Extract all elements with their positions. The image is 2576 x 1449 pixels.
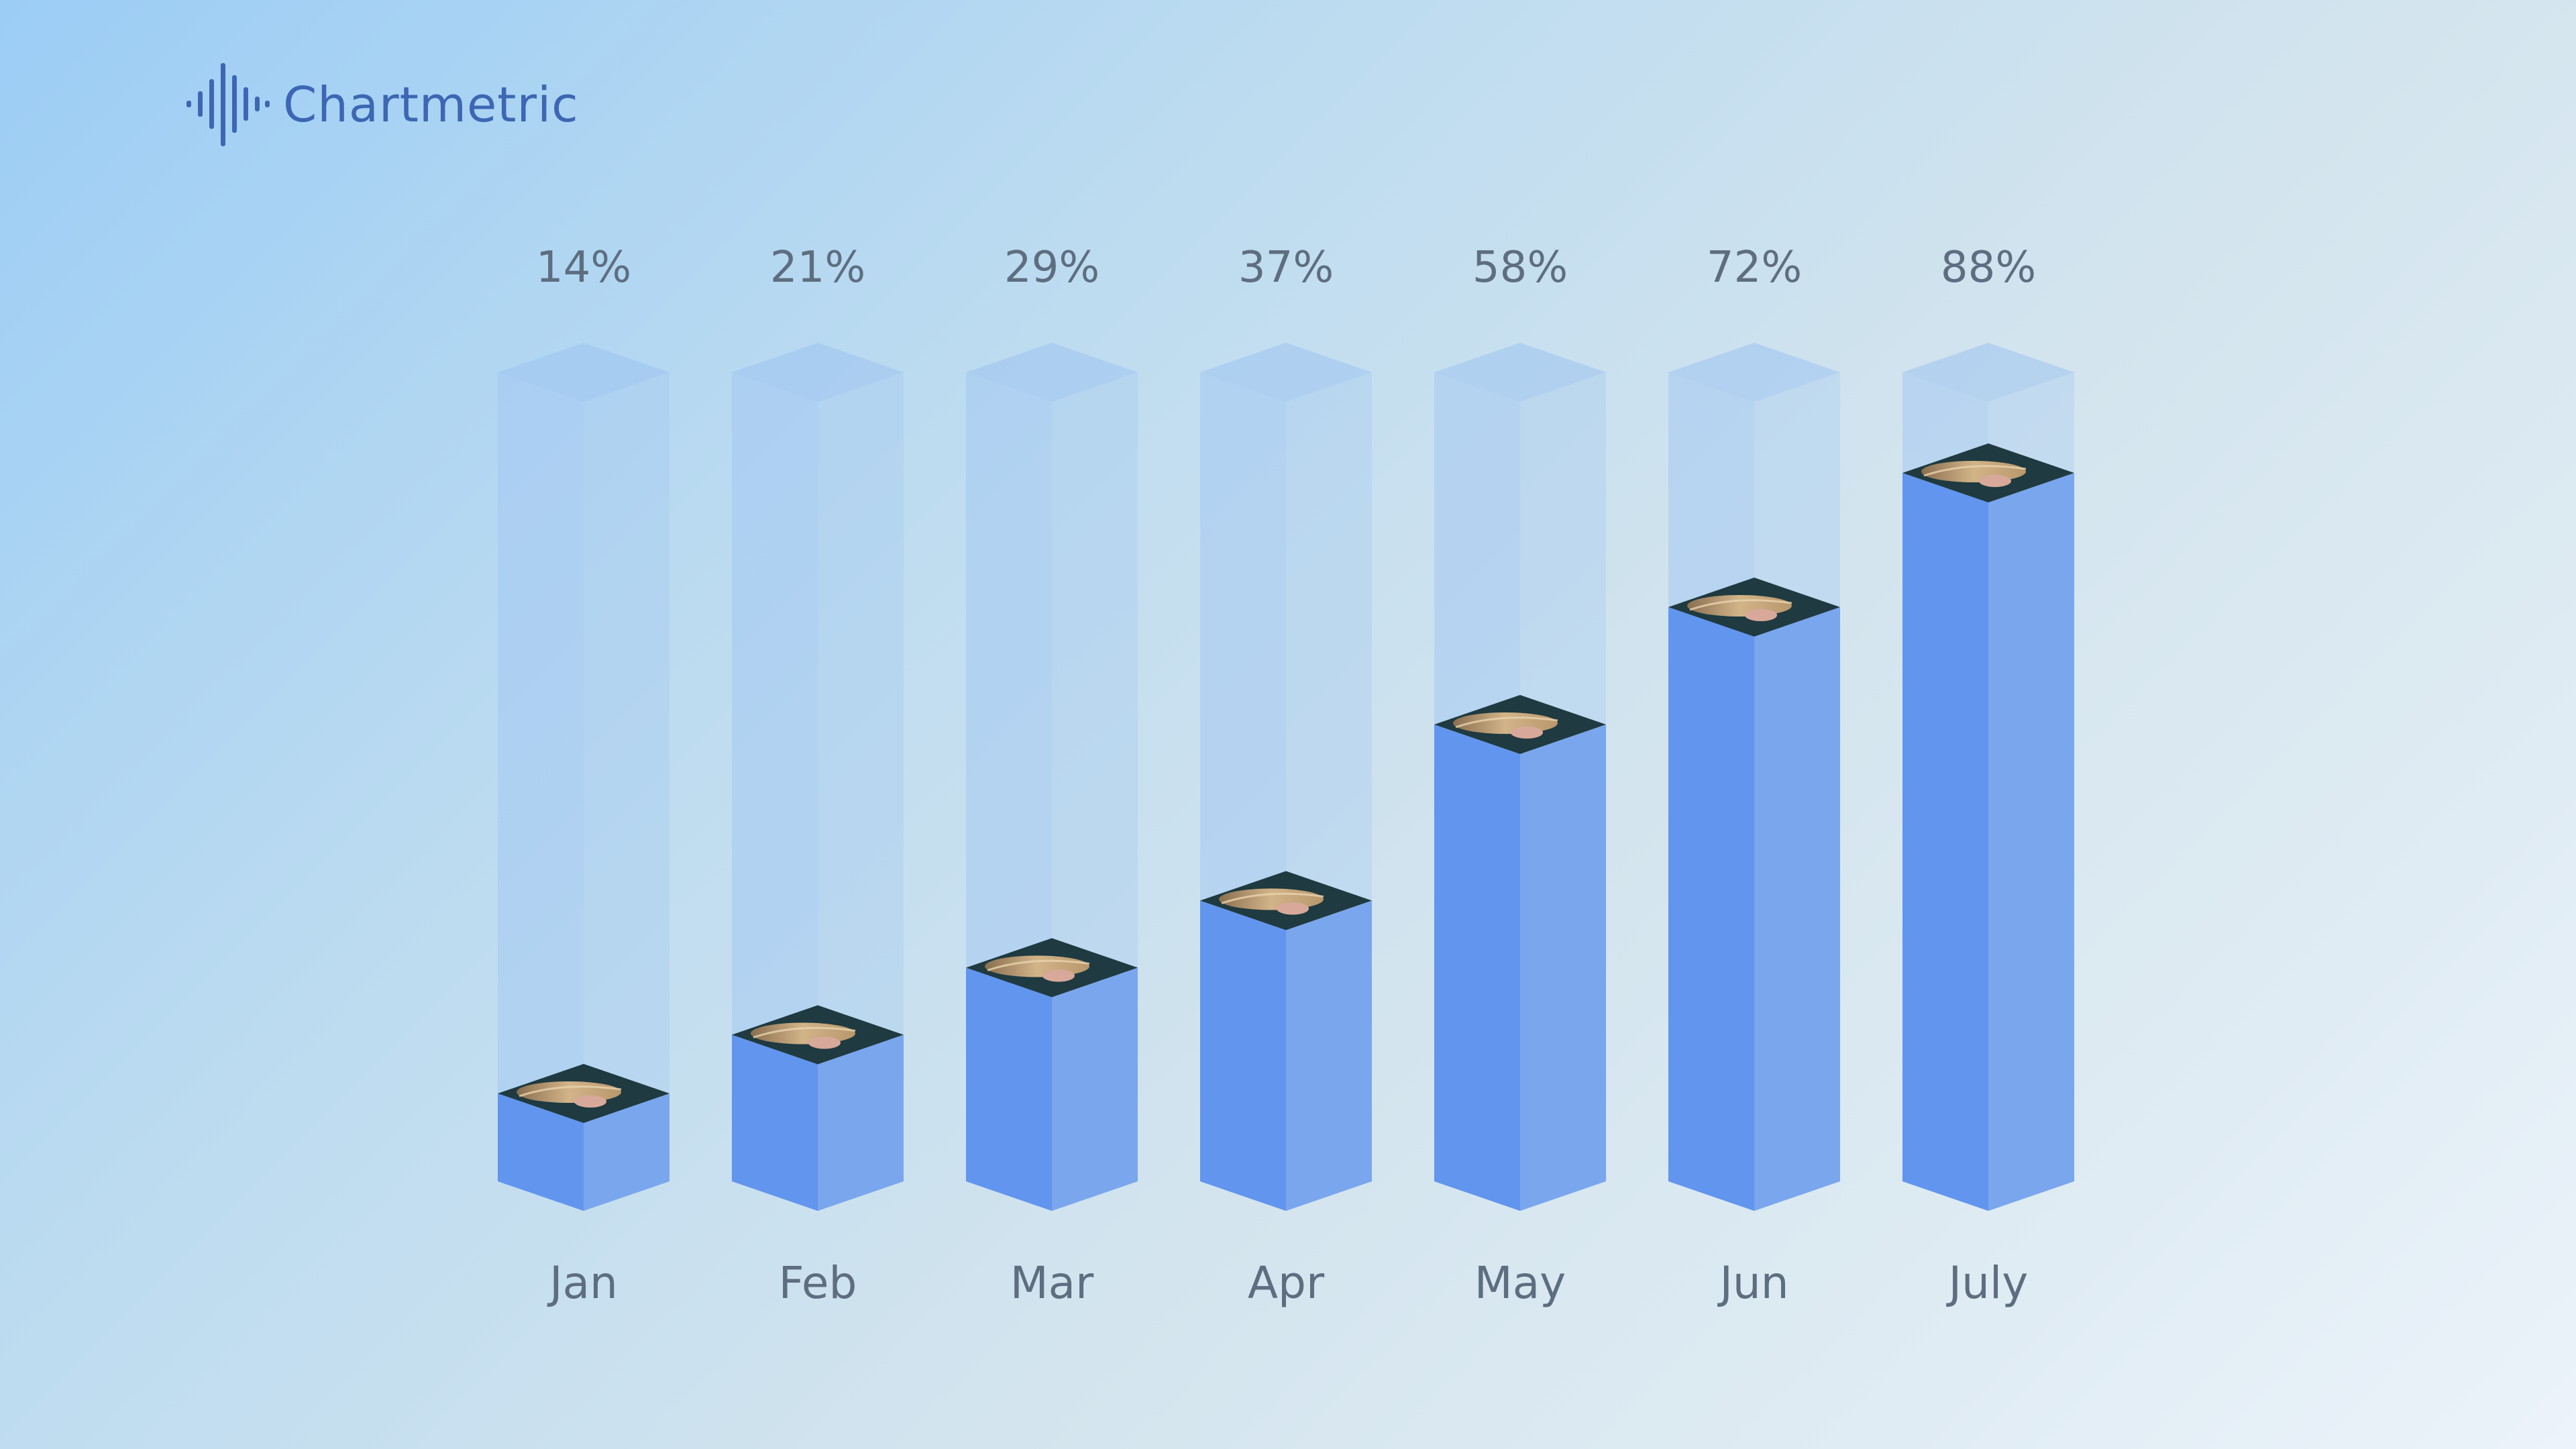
bar-group: 21% Feb [732, 243, 904, 1309]
bar-track-top [1200, 343, 1372, 402]
x-tick-label: May [1474, 1257, 1566, 1309]
brand-name: Chartmetric [283, 76, 579, 133]
bar-value-label: 14% [536, 243, 631, 292]
bar-group: 58% May [1434, 243, 1606, 1309]
bar-track-left-face [498, 372, 584, 1211]
bar-group: 14% Jan [498, 243, 669, 1309]
artist-photo [732, 1005, 904, 1065]
bar-track-top [1902, 343, 2074, 402]
bar [1434, 724, 1520, 1211]
x-tick-label: July [1946, 1257, 2029, 1309]
bar [1668, 607, 1754, 1211]
artist-photo [498, 1064, 669, 1123]
bar [966, 967, 1052, 1211]
x-tick-label: Feb [779, 1257, 857, 1309]
bar-track-top [966, 343, 1138, 402]
bar-group: 29% Mar [966, 243, 1138, 1309]
bar-group: 88% July [1902, 243, 2074, 1309]
bar-value-label: 88% [1941, 243, 2036, 292]
bar [1200, 900, 1286, 1211]
bar-track-top [1434, 343, 1606, 402]
bar-side [1754, 607, 1840, 1211]
artist-photo [1434, 695, 1606, 754]
bar-track-top [498, 343, 669, 402]
bar-track-right-face [584, 372, 669, 1211]
artist-photo [1668, 578, 1840, 637]
bar-group: 37% Apr [1200, 243, 1372, 1309]
bar-side [1520, 724, 1606, 1211]
bar-side [818, 1034, 904, 1211]
x-tick-label: Mar [1010, 1257, 1094, 1309]
bar-side [584, 1093, 669, 1211]
bar-value-label: 29% [1004, 243, 1099, 292]
bar [732, 1034, 818, 1211]
waveform-logo-icon [186, 63, 270, 146]
bar-track-right-face [818, 372, 904, 1211]
bar-value-label: 58% [1472, 243, 1568, 292]
x-tick-label: Jan [547, 1257, 618, 1309]
bar-side [1052, 967, 1138, 1211]
bar-side [1988, 473, 2074, 1211]
bar-group: 72% Jun [1668, 243, 1840, 1309]
bar [1902, 473, 1988, 1211]
bar-track-top [1668, 343, 1840, 402]
bar-track-left-face [732, 372, 818, 1211]
bar-side [1286, 900, 1372, 1211]
x-tick-label: Jun [1717, 1257, 1788, 1309]
bar-value-label: 21% [770, 243, 865, 292]
x-tick-label: Apr [1248, 1257, 1325, 1309]
bar-track-top [732, 343, 904, 402]
artist-photo [966, 938, 1138, 998]
bar-value-label: 72% [1707, 243, 1802, 292]
bar-value-label: 37% [1238, 243, 1334, 292]
brand-logo: Chartmetric [186, 62, 579, 148]
bar [498, 1093, 584, 1211]
artist-photo [1200, 871, 1372, 930]
artist-photo [1902, 443, 2074, 502]
